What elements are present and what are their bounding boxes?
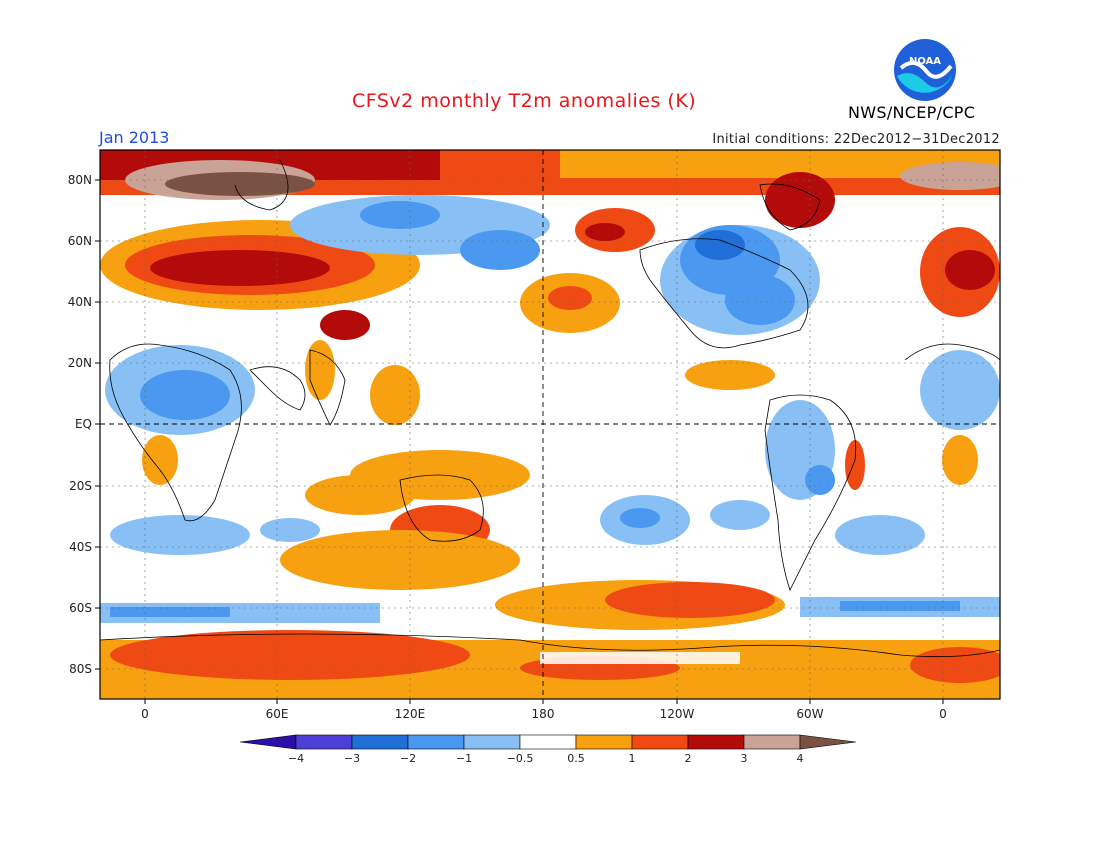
agency-label: NWS/NCEP/CPC bbox=[848, 103, 976, 122]
colorbar-label: 3 bbox=[740, 752, 748, 765]
equator-dateline bbox=[100, 150, 1000, 699]
lon-label-60w: 60W bbox=[796, 707, 824, 721]
colorbar bbox=[239, 734, 857, 750]
lon-label-180: 180 bbox=[531, 707, 555, 721]
lat-label-80n: 80N bbox=[67, 173, 92, 187]
colorbar-swatch bbox=[295, 734, 353, 750]
graticule bbox=[100, 150, 1000, 699]
noaa-logo-icon: NOAA bbox=[894, 39, 956, 101]
lat-label-40s: 40S bbox=[69, 540, 92, 554]
colorbar-swatch bbox=[463, 734, 521, 750]
colorbar-label: −3 bbox=[343, 752, 361, 765]
colorbar-label: 4 bbox=[796, 752, 804, 765]
anomaly-field bbox=[100, 150, 1000, 699]
colorbar-label: 0.5 bbox=[567, 752, 585, 765]
colorbar-label: −0.5 bbox=[506, 752, 534, 765]
colorbar-label: 1 bbox=[628, 752, 636, 765]
colorbar-swatch bbox=[631, 734, 689, 750]
lat-label-60n: 60N bbox=[67, 234, 92, 248]
colorbar-swatch bbox=[687, 734, 745, 750]
colorbar-swatch bbox=[351, 734, 409, 750]
colorbar-label: −4 bbox=[287, 752, 305, 765]
lon-label-0-east: 0 bbox=[939, 707, 947, 721]
lat-label-40n: 40N bbox=[67, 295, 92, 309]
lat-label-20s: 20S bbox=[69, 479, 92, 493]
lon-label-60e: 60E bbox=[265, 707, 289, 721]
lat-label-80s: 80S bbox=[69, 662, 92, 676]
lon-label-120e: 120E bbox=[394, 707, 426, 721]
lat-label-60s: 60S bbox=[69, 601, 92, 615]
colorbar-swatch bbox=[743, 734, 801, 750]
lat-label-20n: 20N bbox=[67, 356, 92, 370]
lon-label-120w: 120W bbox=[659, 707, 695, 721]
colorbar-swatch-min bbox=[239, 734, 297, 750]
colorbar-label: 2 bbox=[684, 752, 692, 765]
colorbar-swatch bbox=[407, 734, 465, 750]
colorbar-label: −1 bbox=[455, 752, 473, 765]
colorbar-swatch-max bbox=[799, 734, 857, 750]
forecast-month: Jan 2013 bbox=[99, 128, 170, 147]
axis-ticks bbox=[95, 179, 944, 704]
colorbar-swatch bbox=[575, 734, 633, 750]
initial-conditions: Initial conditions: 22Dec2012−31Dec2012 bbox=[712, 132, 1000, 147]
map-title: CFSv2 monthly T2m anomalies (K) bbox=[352, 90, 697, 112]
colorbar-swatch bbox=[519, 734, 577, 750]
lat-label-eq: EQ bbox=[74, 417, 92, 431]
noaa-logo: NOAA bbox=[893, 38, 957, 102]
logo-text: NOAA bbox=[909, 56, 941, 67]
colorbar-label: −2 bbox=[399, 752, 417, 765]
lon-label-0: 0 bbox=[141, 707, 149, 721]
